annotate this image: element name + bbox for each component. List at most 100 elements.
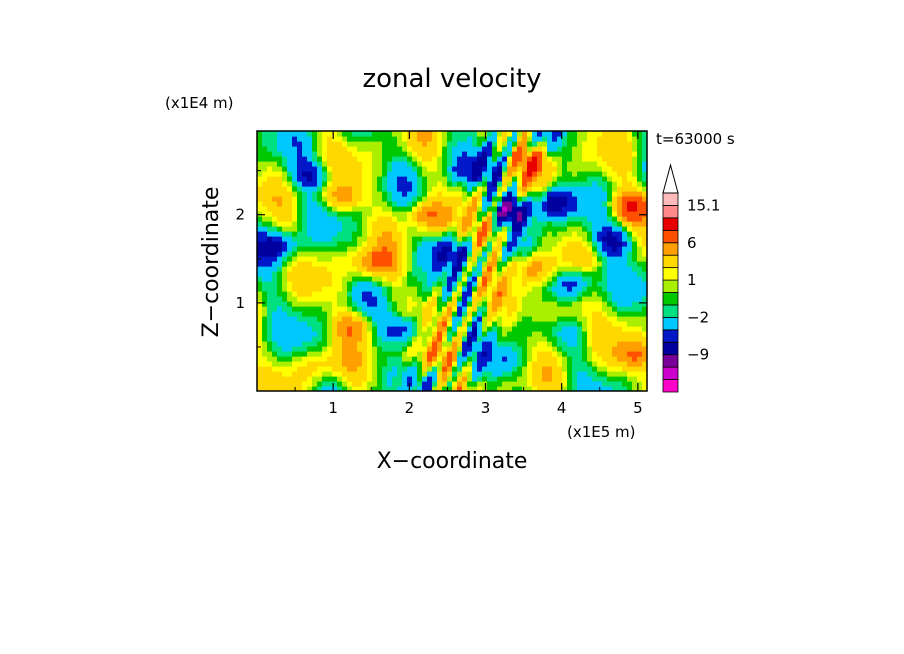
field-cell <box>272 281 278 287</box>
field-cell <box>432 321 438 327</box>
field-cell <box>597 361 603 367</box>
field-cell <box>582 261 588 267</box>
field-cell <box>382 261 388 267</box>
field-cell <box>347 386 353 391</box>
field-cell <box>592 221 598 227</box>
field-cell <box>547 216 553 222</box>
field-cell <box>487 306 493 312</box>
field-cell <box>302 356 308 362</box>
field-cell <box>472 211 478 217</box>
field-cell <box>487 321 493 327</box>
field-cell <box>357 251 363 257</box>
field-cell <box>407 146 413 152</box>
field-cell <box>262 301 268 307</box>
field-cell <box>287 376 293 382</box>
field-cell <box>457 316 463 322</box>
field-cell <box>517 366 523 372</box>
field-cell <box>272 321 278 327</box>
field-cell <box>487 191 493 197</box>
field-cell <box>502 271 508 277</box>
colorbar-band <box>662 279 679 293</box>
field-cell <box>427 381 433 387</box>
field-cell <box>347 201 353 207</box>
field-cell <box>367 171 373 177</box>
field-cell <box>472 371 478 377</box>
field-cell <box>362 211 368 217</box>
field-cell <box>502 336 508 342</box>
field-cell <box>547 361 553 367</box>
field-cell <box>632 281 638 287</box>
field-cell <box>592 281 598 287</box>
field-cell <box>362 306 368 312</box>
field-cell <box>637 256 643 262</box>
field-cell <box>547 381 553 387</box>
field-cell <box>557 131 563 137</box>
field-cell <box>297 381 303 387</box>
field-cell <box>272 316 278 322</box>
field-cell <box>447 241 453 247</box>
field-cell <box>447 261 453 267</box>
field-cell <box>582 336 588 342</box>
field-cell <box>452 356 458 362</box>
field-cell <box>267 286 273 292</box>
field-cell <box>357 356 363 362</box>
field-cell <box>517 306 523 312</box>
field-cell <box>472 136 478 142</box>
field-cell <box>632 131 638 137</box>
field-cell <box>302 266 308 272</box>
field-cell <box>572 246 578 252</box>
field-cell <box>527 141 533 147</box>
field-cell <box>577 306 583 312</box>
field-cell <box>622 306 628 312</box>
field-cell <box>602 211 608 217</box>
field-cell <box>542 181 548 187</box>
field-cell <box>502 311 508 317</box>
field-cell <box>447 186 453 192</box>
field-cell <box>627 131 633 137</box>
field-cell <box>567 181 573 187</box>
field-cell <box>372 196 378 202</box>
field-cell <box>562 186 568 192</box>
field-cell <box>407 171 413 177</box>
field-cell <box>627 246 633 252</box>
field-cell <box>332 146 338 152</box>
field-cell <box>417 356 423 362</box>
field-cell <box>597 146 603 152</box>
field-cell <box>627 261 633 267</box>
field-cell <box>552 201 558 207</box>
field-cell <box>562 216 568 222</box>
field-cell <box>347 161 353 167</box>
field-cell <box>487 226 493 232</box>
field-cell <box>322 381 328 387</box>
field-cell <box>352 381 358 387</box>
field-cell <box>362 346 368 352</box>
field-cell <box>417 366 423 372</box>
field-cell <box>342 226 348 232</box>
field-cell <box>397 191 403 197</box>
field-cell <box>517 176 523 182</box>
field-cell <box>492 206 498 212</box>
field-cell <box>477 146 483 152</box>
field-cell <box>282 271 288 277</box>
field-cell <box>257 331 263 337</box>
field-cell <box>292 251 298 257</box>
field-cell <box>402 241 408 247</box>
colorbar-band <box>662 229 679 244</box>
field-cell <box>367 151 373 157</box>
field-cell <box>297 311 303 317</box>
field-cell <box>607 221 613 227</box>
field-cell <box>337 266 343 272</box>
field-cell <box>587 366 593 372</box>
field-cell <box>627 286 633 292</box>
field-cell <box>537 361 543 367</box>
field-cell <box>422 256 428 262</box>
field-cell <box>417 206 423 212</box>
field-cell <box>602 371 608 377</box>
field-cell <box>267 176 273 182</box>
field-cell <box>452 381 458 387</box>
field-cell <box>572 136 578 142</box>
field-cell <box>367 221 373 227</box>
field-cell <box>417 146 423 152</box>
field-cell <box>287 231 293 237</box>
field-cell <box>287 211 293 217</box>
